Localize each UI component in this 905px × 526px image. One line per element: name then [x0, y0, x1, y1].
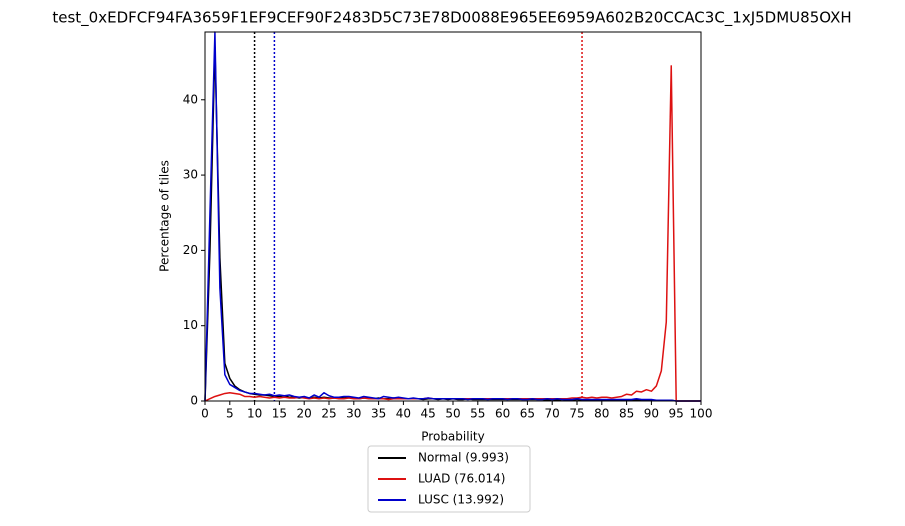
y-tick-label: 10: [183, 318, 198, 332]
x-tick-label: 20: [297, 407, 312, 421]
series-line: [204, 31, 701, 402]
x-tick-label: 75: [569, 407, 584, 421]
x-tick-label: 85: [619, 407, 634, 421]
series-line: [204, 65, 701, 402]
chart-title: test_0xEDFCF94FA3659F1EF9CEF90F2483D5C73…: [52, 9, 851, 28]
x-tick-label: 45: [421, 407, 436, 421]
legend-box: [367, 445, 531, 513]
x-tick-label: 25: [321, 407, 336, 421]
x-tick-label: 30: [346, 407, 361, 421]
legend-label: LUAD (76.014): [418, 472, 506, 486]
legend-label: LUSC (13.992): [418, 493, 504, 507]
x-tick-label: 50: [445, 407, 460, 421]
x-tick-label: 70: [545, 407, 560, 421]
x-tick-label: 60: [495, 407, 510, 421]
x-tick-label: 90: [644, 407, 659, 421]
y-tick-label: 40: [183, 92, 198, 106]
y-axis-label: Percentage of tiles: [158, 160, 172, 272]
x-tick-label: 100: [690, 407, 713, 421]
x-tick-label: 15: [272, 407, 287, 421]
y-tick-label: 0: [190, 394, 198, 408]
series-line: [204, 46, 701, 402]
x-tick-label: 55: [470, 407, 485, 421]
x-tick-label: 65: [520, 407, 535, 421]
y-tick-label: 30: [183, 168, 198, 182]
x-axis-label: Probability: [421, 430, 484, 444]
x-tick-label: 95: [669, 407, 684, 421]
y-tick-label: 20: [183, 243, 198, 257]
x-tick-label: 0: [201, 407, 209, 421]
legend-label: Normal (9.993): [418, 451, 509, 465]
x-tick-label: 80: [594, 407, 609, 421]
x-tick-label: 10: [247, 407, 262, 421]
x-tick-label: 35: [371, 407, 386, 421]
x-tick-label: 5: [226, 407, 234, 421]
x-tick-label: 40: [396, 407, 411, 421]
plot-frame: [204, 31, 702, 402]
